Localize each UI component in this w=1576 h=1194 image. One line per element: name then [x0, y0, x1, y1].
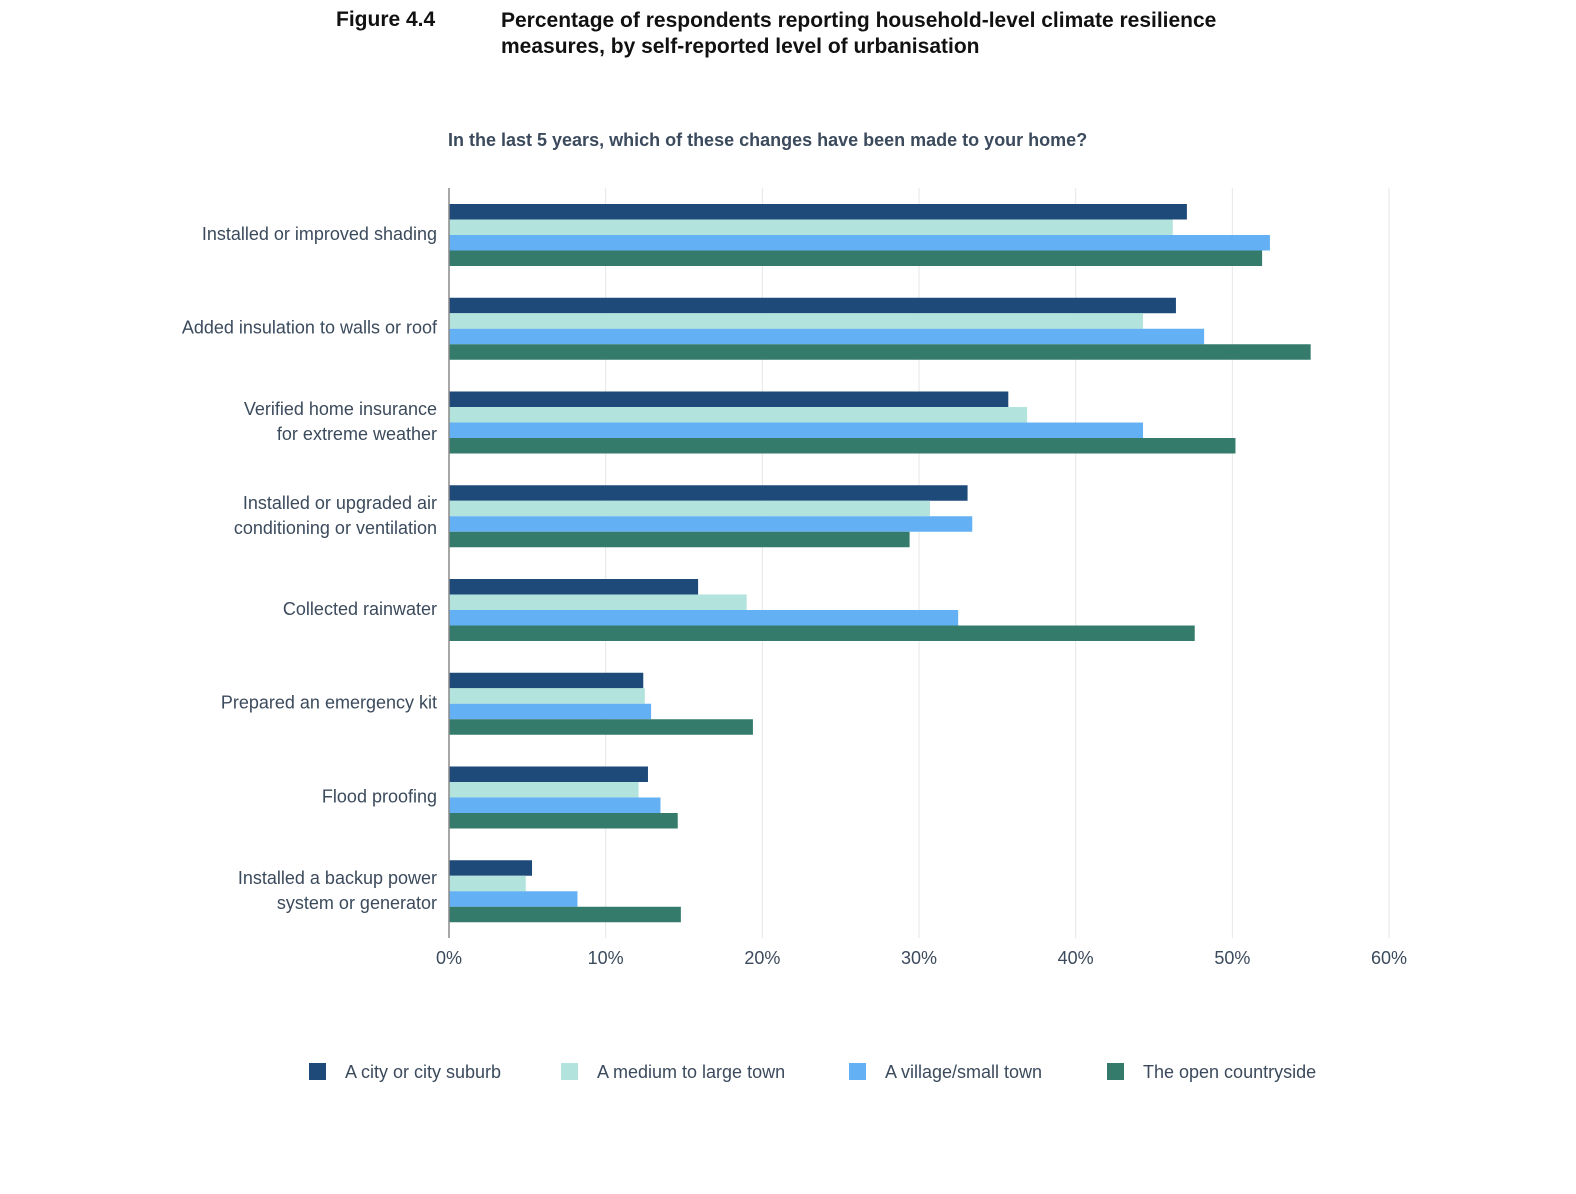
bar — [449, 204, 1187, 220]
legend-swatch — [849, 1063, 866, 1080]
x-tick-label: 50% — [1214, 948, 1250, 968]
bar — [449, 422, 1144, 438]
x-tick-label: 10% — [588, 948, 624, 968]
figure-label: Figure 4.4 — [336, 8, 436, 31]
bar — [449, 782, 639, 798]
bar — [449, 625, 1195, 641]
bar — [449, 344, 1311, 360]
bar — [449, 813, 678, 829]
bar — [449, 407, 1028, 423]
bar — [449, 875, 526, 892]
y-tick-label: Prepared an emergency kit — [221, 693, 437, 713]
bar — [449, 688, 645, 704]
bar — [449, 438, 1236, 454]
x-tick-label: 30% — [901, 948, 937, 968]
bar — [449, 672, 644, 689]
legend-label: The open countryside — [1143, 1062, 1316, 1082]
legend-swatch — [561, 1063, 578, 1080]
bar — [449, 485, 968, 501]
y-tick-label: Collected rainwater — [283, 599, 437, 619]
y-tick-label: Installed or improved shading — [202, 224, 437, 244]
bar — [449, 313, 1144, 329]
legend-label: A city or city suburb — [345, 1062, 501, 1082]
bar — [449, 516, 973, 532]
bar — [449, 703, 652, 720]
bar — [449, 531, 910, 548]
x-tick-label: 60% — [1371, 948, 1407, 968]
y-tick-label: Flood proofing — [322, 786, 437, 806]
y-tick-label: Verified home insurance for extreme weath… — [244, 399, 437, 444]
bar — [449, 391, 1009, 407]
bar — [449, 719, 753, 735]
legend-label: A village/small town — [885, 1062, 1042, 1082]
bar — [449, 250, 1263, 266]
bar — [449, 766, 648, 782]
y-tick-label: Added insulation to walls or roof — [182, 318, 438, 338]
x-tick-label: 0% — [436, 948, 462, 968]
bar — [449, 891, 578, 907]
x-tick-label: 40% — [1058, 948, 1094, 968]
y-tick-label: Installed or upgraded air conditioning or… — [234, 493, 437, 538]
bar — [449, 594, 747, 610]
bar — [449, 297, 1176, 314]
bar — [449, 579, 699, 595]
bar — [449, 219, 1173, 235]
legend-label: A medium to large town — [597, 1062, 785, 1082]
chart-subtitle: In the last 5 years, which of these chan… — [448, 130, 1088, 150]
bar — [449, 610, 959, 626]
legend-swatch — [1107, 1063, 1124, 1080]
bar — [449, 797, 661, 813]
bar — [449, 906, 681, 923]
bar — [449, 235, 1270, 251]
bar — [449, 500, 930, 517]
legend-swatch — [309, 1063, 326, 1080]
chart-title: Percentage of respondents reporting hous… — [501, 9, 1217, 58]
bar — [449, 860, 533, 876]
x-tick-label: 20% — [744, 948, 780, 968]
bar — [449, 328, 1205, 345]
y-tick-label: Installed a backup power system or genera… — [238, 868, 437, 913]
